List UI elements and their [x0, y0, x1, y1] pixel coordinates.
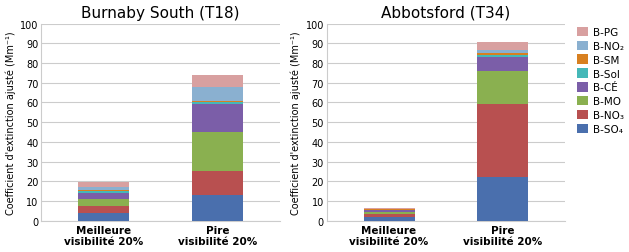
Y-axis label: Coefficient d'extinction ajusté (Mm⁻¹): Coefficient d'extinction ajusté (Mm⁻¹): [6, 31, 16, 214]
Bar: [364, 217, 415, 221]
Bar: [477, 105, 528, 178]
Bar: [192, 76, 243, 88]
Bar: [78, 193, 130, 199]
Bar: [78, 191, 130, 193]
Bar: [364, 209, 415, 210]
Bar: [477, 56, 528, 58]
Y-axis label: Coefficient d'extinction ajusté (Mm⁻¹): Coefficient d'extinction ajusté (Mm⁻¹): [291, 31, 301, 214]
Bar: [477, 50, 528, 54]
Bar: [192, 88, 243, 101]
Bar: [477, 43, 528, 50]
Bar: [192, 103, 243, 105]
Bar: [78, 187, 130, 190]
Bar: [192, 101, 243, 103]
Bar: [364, 214, 415, 217]
Bar: [78, 199, 130, 206]
Bar: [78, 206, 130, 213]
Bar: [192, 195, 243, 221]
Bar: [192, 132, 243, 172]
Bar: [477, 58, 528, 72]
Bar: [477, 54, 528, 56]
Bar: [364, 208, 415, 209]
Bar: [477, 72, 528, 105]
Bar: [78, 190, 130, 191]
Bar: [364, 212, 415, 214]
Bar: [78, 213, 130, 221]
Bar: [192, 105, 243, 132]
Bar: [364, 210, 415, 212]
Bar: [192, 172, 243, 195]
Legend: B-PG, B-NO₂, B-SM, B-Sol, B-CÉ, B-MO, B-NO₃, B-SO₄: B-PG, B-NO₂, B-SM, B-Sol, B-CÉ, B-MO, B-…: [577, 28, 624, 135]
Title: Abbotsford (T34): Abbotsford (T34): [381, 6, 510, 20]
Title: Burnaby South (T18): Burnaby South (T18): [81, 6, 240, 20]
Bar: [477, 178, 528, 221]
Bar: [78, 182, 130, 187]
